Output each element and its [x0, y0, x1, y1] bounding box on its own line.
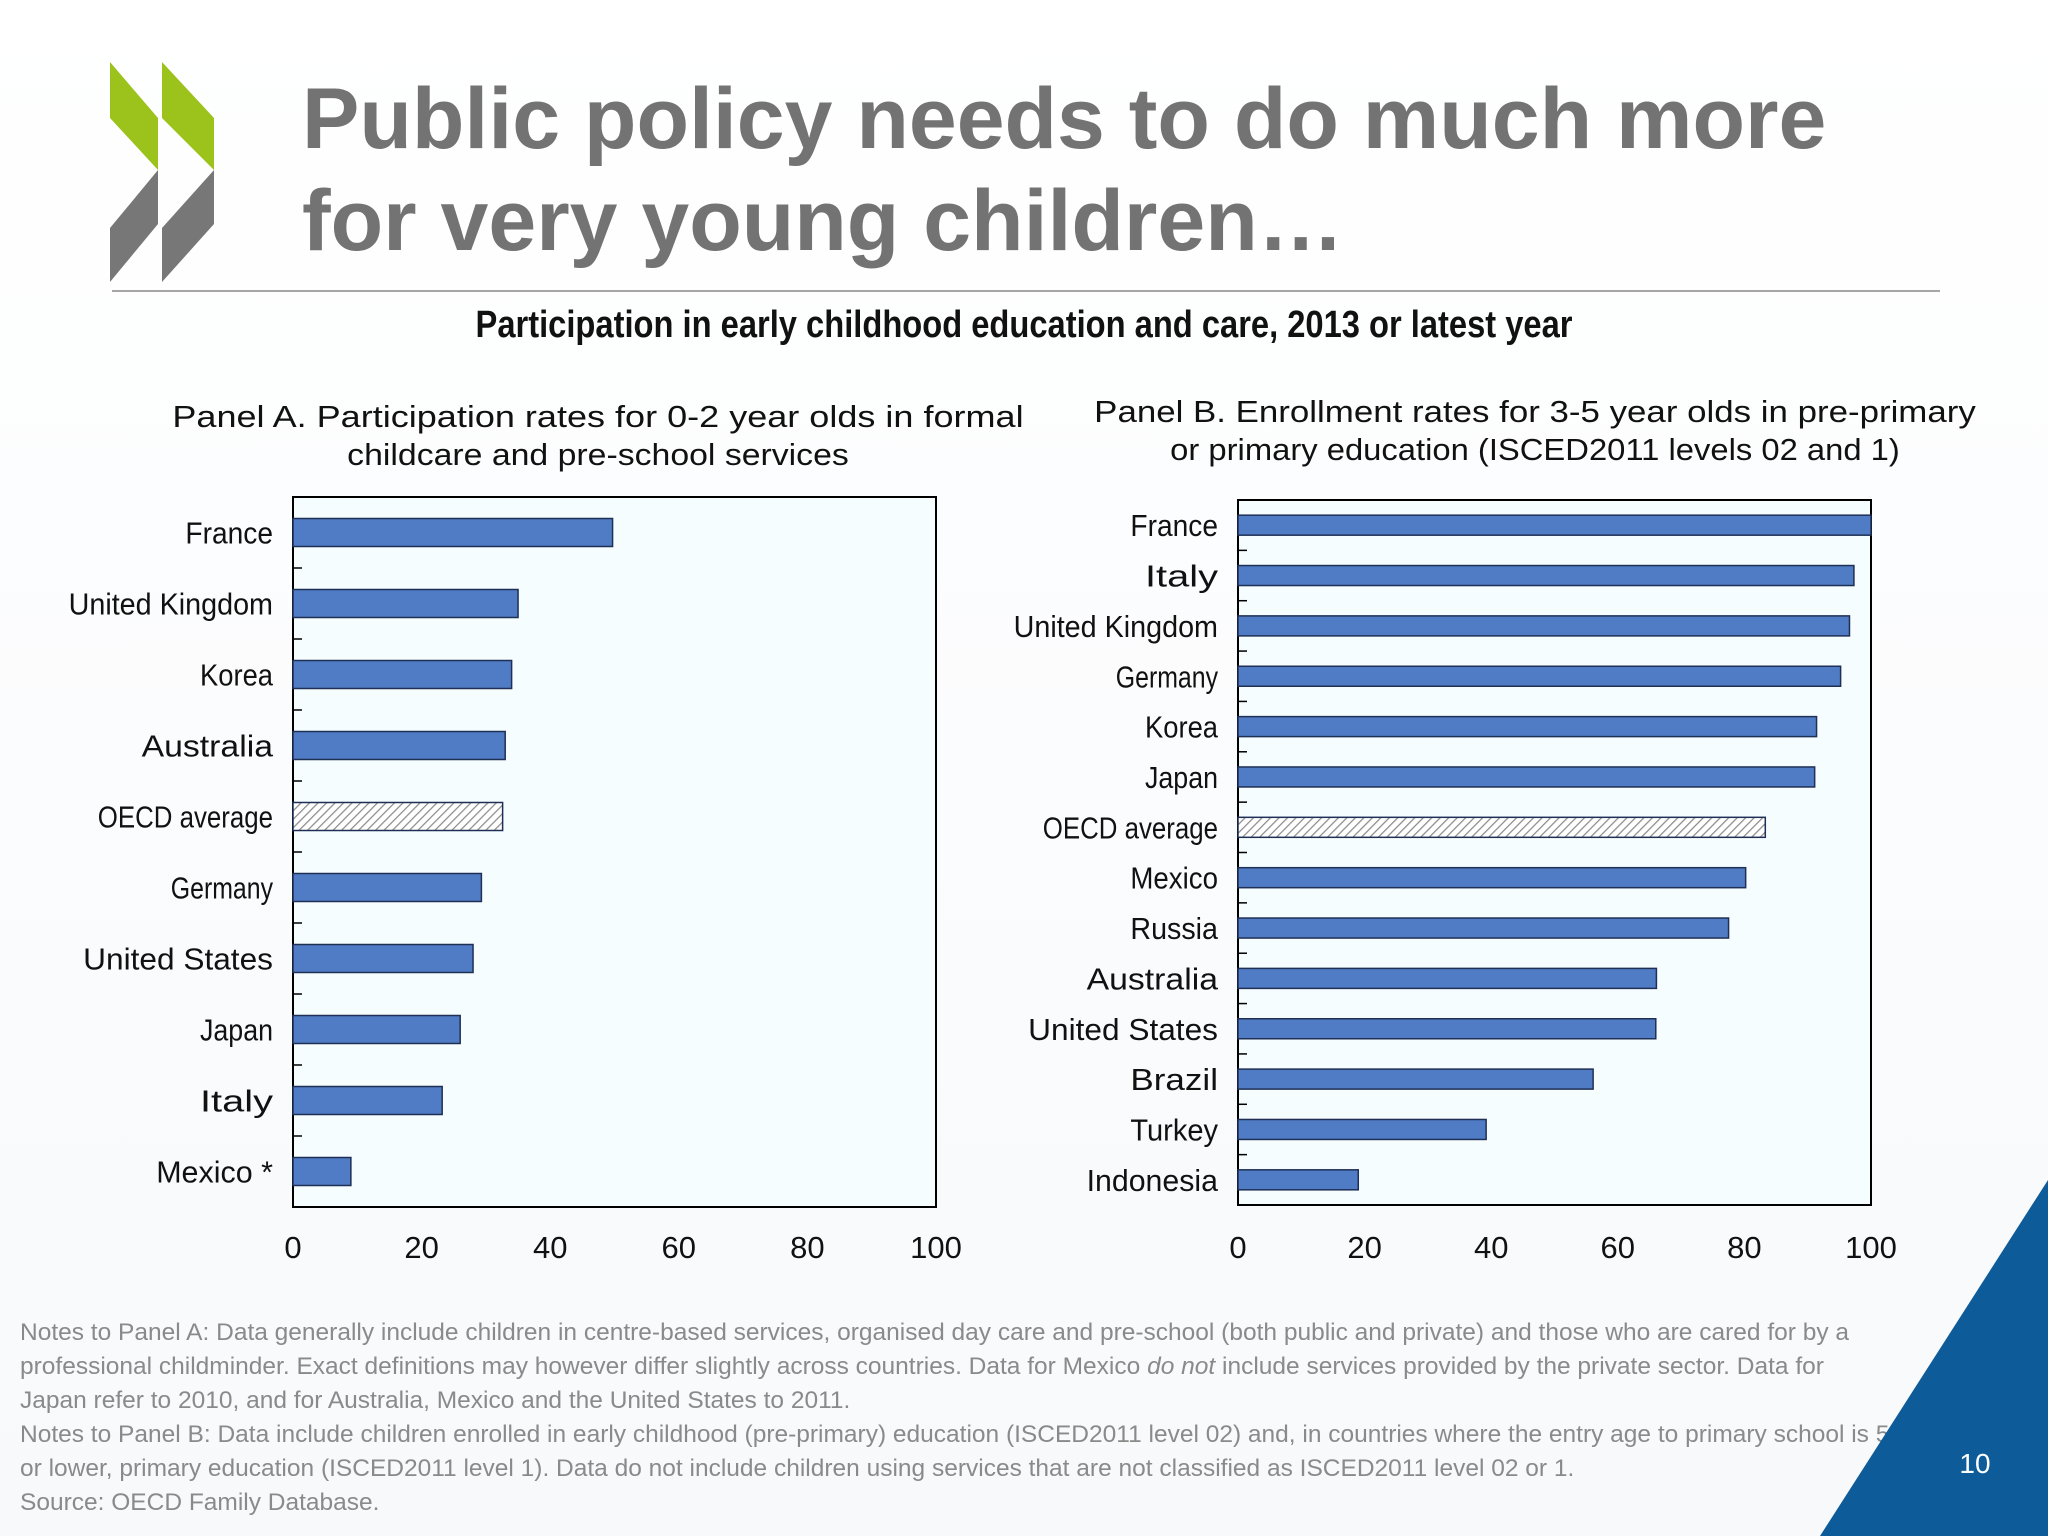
- page-number: 10: [1959, 1448, 1991, 1479]
- panel-a-x-tick-label: 0: [284, 1230, 301, 1265]
- panel-a-bar: [292, 943, 474, 974]
- panel-b-category-label: Turkey: [1130, 1112, 1218, 1147]
- panel-a-bar-oecd-average: [292, 801, 504, 832]
- panel-b-bar: [1237, 615, 1851, 637]
- notes-panel-a: Notes to Panel A: Data generally include…: [20, 1316, 1890, 1418]
- panel-b-category-label: Mexico: [1130, 861, 1218, 896]
- panel-a-category-label: France: [185, 516, 273, 551]
- panel-b-bar: [1237, 564, 1855, 587]
- panel-b-chart: Panel B. Enrollment rates for 3-5 year o…: [1014, 394, 1977, 1265]
- panel-a-category-label: United States: [83, 942, 273, 977]
- notes-panel-a-text-2: include services provided by the private…: [20, 1353, 1824, 1414]
- panel-b-bar: [1237, 1118, 1487, 1141]
- panel-a-category-label: Germany: [171, 871, 274, 906]
- logo-chevron-left-grey: [110, 170, 158, 282]
- panel-a-category-label: Australia: [142, 729, 274, 764]
- panel-b-bar: [1237, 715, 1818, 738]
- logo-chevron-right-grey: [162, 170, 214, 282]
- panel-a-bar: [292, 1156, 352, 1187]
- chart-heading: Participation in early childhood educati…: [475, 304, 1573, 346]
- panel-b-x-tick-label: 20: [1347, 1230, 1381, 1265]
- panel-b-category-label: France: [1130, 508, 1218, 543]
- panel-a-category-label: Korea: [200, 658, 274, 693]
- slide-title: Public policy needs to do much more for …: [302, 71, 1827, 269]
- panel-b-title-line: or primary education (ISCED2011 levels 0…: [1170, 432, 1900, 467]
- panel-a-category-label: Italy: [200, 1084, 274, 1119]
- panel-b-bar: [1237, 766, 1816, 788]
- panel-a-bar: [292, 659, 513, 690]
- panel-b-bar: [1237, 665, 1842, 687]
- panel-b-category-label: OECD average: [1043, 810, 1218, 845]
- panel-b-category-label: Italy: [1145, 559, 1219, 594]
- panel-a-bar: [292, 1085, 443, 1116]
- logo-chevron-right-green: [162, 62, 214, 170]
- panel-b-category-label: Australia: [1087, 961, 1219, 996]
- panel-b-bar: [1237, 917, 1730, 939]
- panel-b-x-tick-label: 100: [1845, 1230, 1897, 1265]
- chart-notes: Notes to Panel A: Data generally include…: [20, 1316, 1890, 1520]
- panel-a-x-tick-label: 20: [404, 1230, 438, 1265]
- panel-b-category-label: Indonesia: [1087, 1163, 1219, 1198]
- panel-a-bar: [292, 730, 506, 761]
- panel-b-category-label: United States: [1028, 1012, 1218, 1047]
- panel-a-bar: [292, 872, 483, 903]
- panel-a-x-tick-label: 40: [533, 1230, 567, 1265]
- panel-b-bar: [1237, 1068, 1594, 1090]
- panel-b-category-label: Germany: [1116, 659, 1219, 694]
- logo-chevron-left-green: [110, 62, 158, 170]
- panel-b-plot-area: [1237, 499, 1872, 1206]
- source-note: Source: OECD Family Database.: [20, 1489, 380, 1516]
- panel-b-category-label: Japan: [1145, 760, 1218, 795]
- panel-a-category-label: OECD average: [98, 800, 273, 835]
- panel-b-bar: [1237, 1169, 1360, 1191]
- panel-b-category-label: Korea: [1145, 710, 1219, 745]
- oecd-chevron-logo: [110, 62, 214, 282]
- panel-b-bar: [1237, 1018, 1657, 1040]
- panel-b-category-label: Brazil: [1130, 1062, 1218, 1097]
- panel-b-x-tick-label: 80: [1727, 1230, 1761, 1265]
- panel-b-category-label: United Kingdom: [1014, 609, 1218, 644]
- title-divider: [112, 290, 1940, 292]
- panel-b-x-tick-label: 60: [1601, 1230, 1635, 1265]
- panel-b-x-tick-label: 0: [1229, 1230, 1246, 1265]
- notes-panel-b: Notes to Panel B: Data include children …: [20, 1421, 1890, 1482]
- panel-a-x-tick-label: 60: [662, 1230, 696, 1265]
- notes-panel-a-emphasis: do not: [1147, 1353, 1216, 1380]
- panel-a-category-label: United Kingdom: [69, 587, 273, 622]
- panel-b-bar: [1237, 967, 1658, 990]
- panel-a-bar: [292, 1014, 461, 1045]
- panel-a-bar: [292, 517, 614, 548]
- panel-b-x-tick-label: 40: [1474, 1230, 1508, 1265]
- panel-a-chart: Panel A. Participation rates for 0-2 yea…: [69, 399, 1024, 1265]
- panel-b-category-label: Russia: [1130, 911, 1218, 946]
- panel-b-bar: [1237, 514, 1872, 536]
- panel-b-bar: [1237, 866, 1747, 889]
- panel-a-category-label: Japan: [200, 1013, 273, 1048]
- panel-a-category-label: Mexico *: [156, 1155, 273, 1190]
- panel-a-x-tick-label: 80: [790, 1230, 824, 1265]
- panel-a-bar: [292, 588, 519, 619]
- panel-a-title-line: Panel A. Participation rates for 0-2 yea…: [172, 399, 1023, 434]
- panel-a-title-line: childcare and pre-school services: [347, 437, 849, 472]
- corner-decoration: [1820, 1180, 2048, 1536]
- panel-b-bar-oecd-average: [1237, 816, 1767, 839]
- panel-a-x-tick-label: 100: [910, 1230, 962, 1265]
- panel-b-title-line: Panel B. Enrollment rates for 3-5 year o…: [1094, 394, 1976, 429]
- notes-panel-a-text-1: Notes to Panel A: Data generally include…: [20, 1319, 1850, 1380]
